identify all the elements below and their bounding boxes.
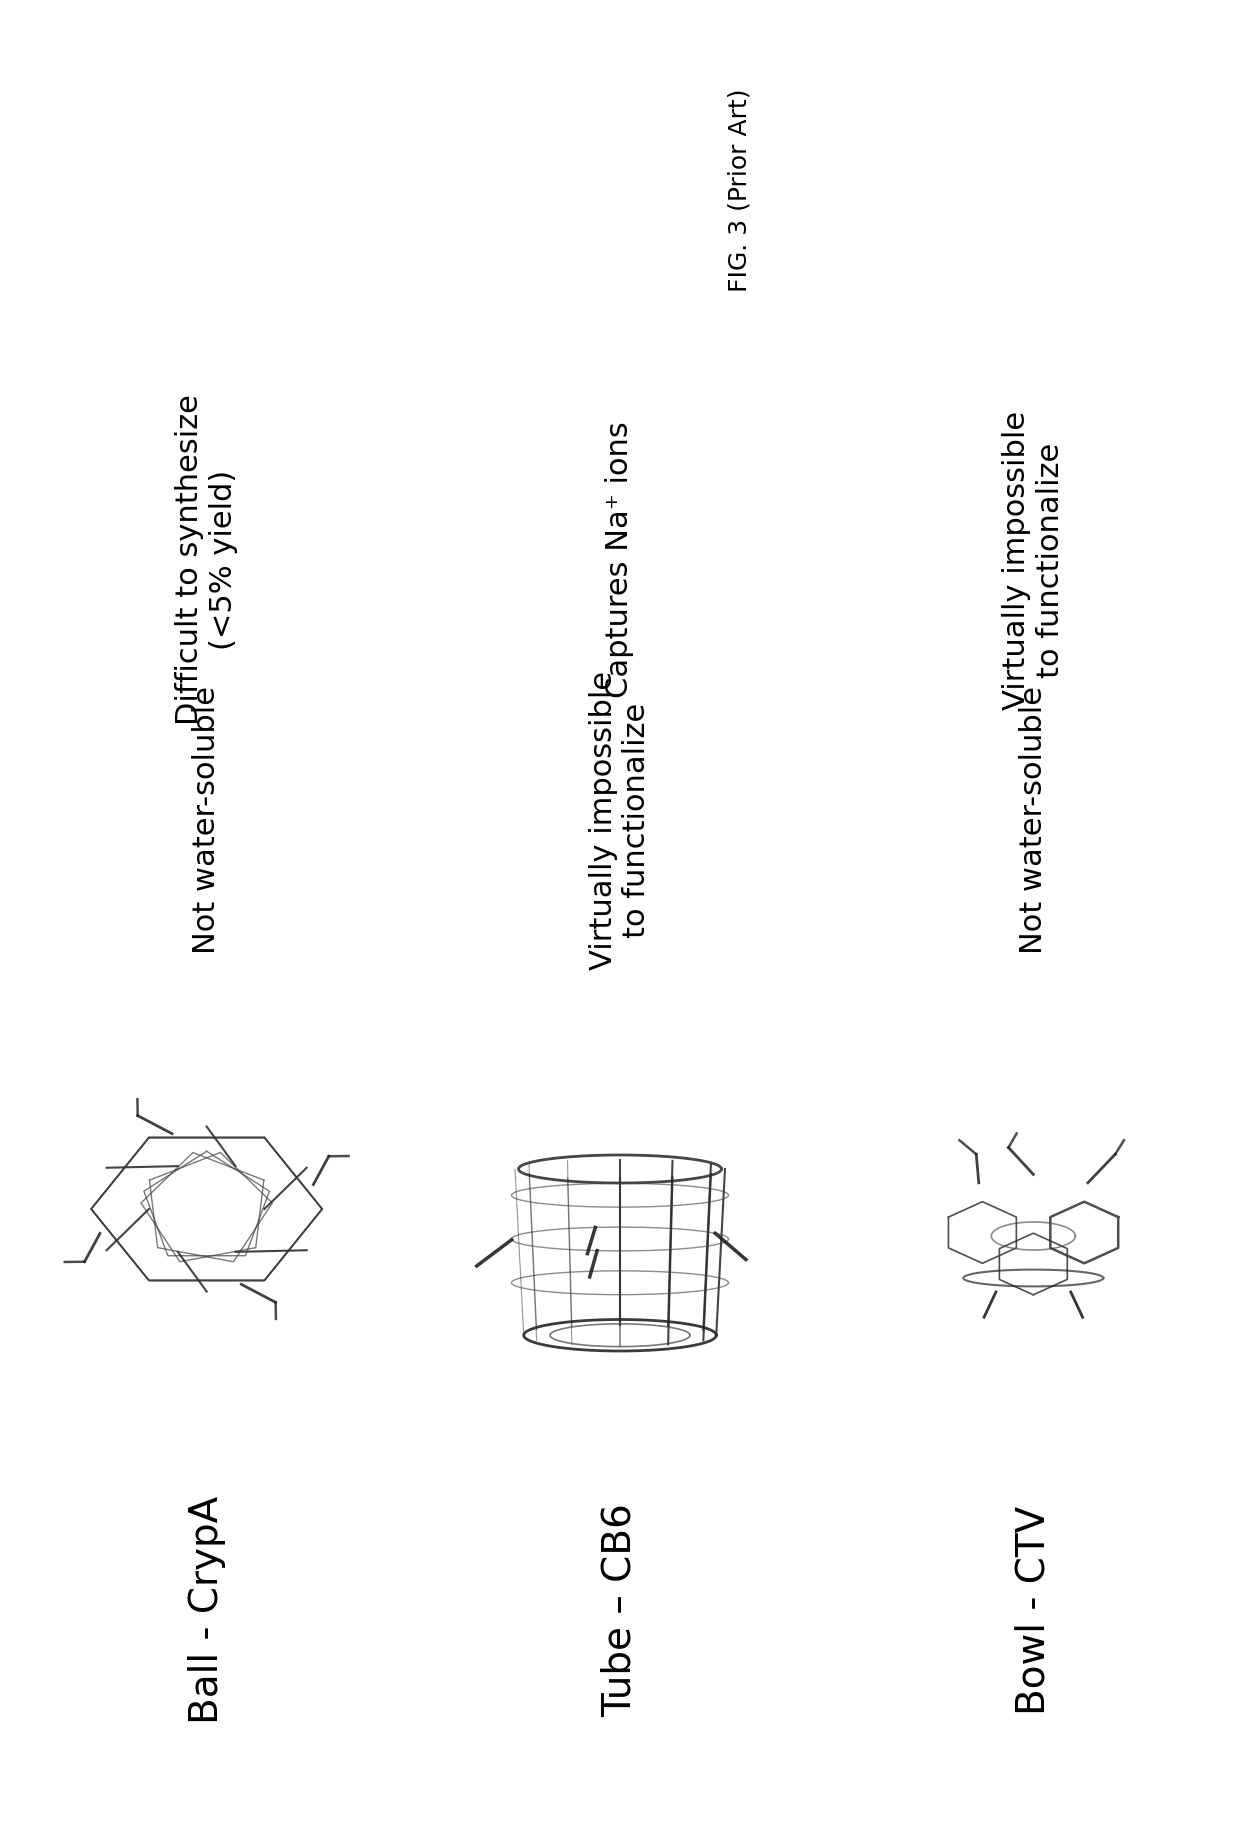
Text: FIG. 3 (Prior Art): FIG. 3 (Prior Art)	[728, 88, 751, 292]
Text: Not water-soluble: Not water-soluble	[192, 686, 221, 953]
Text: Ball - CrypA: Ball - CrypA	[187, 1495, 226, 1723]
Text: Bowl - CTV: Bowl - CTV	[1014, 1504, 1053, 1714]
Text: Virtually impossible
to functionalize: Virtually impossible to functionalize	[1002, 410, 1065, 710]
Text: Difficult to synthesize
(<5% yield): Difficult to synthesize (<5% yield)	[175, 394, 238, 725]
Text: Tube – CB6: Tube – CB6	[601, 1502, 639, 1716]
Text: Captures Na⁺ ions: Captures Na⁺ ions	[605, 421, 635, 699]
Text: Virtually impossible
to functionalize: Virtually impossible to functionalize	[589, 669, 651, 969]
Text: Not water-soluble: Not water-soluble	[1019, 686, 1048, 953]
